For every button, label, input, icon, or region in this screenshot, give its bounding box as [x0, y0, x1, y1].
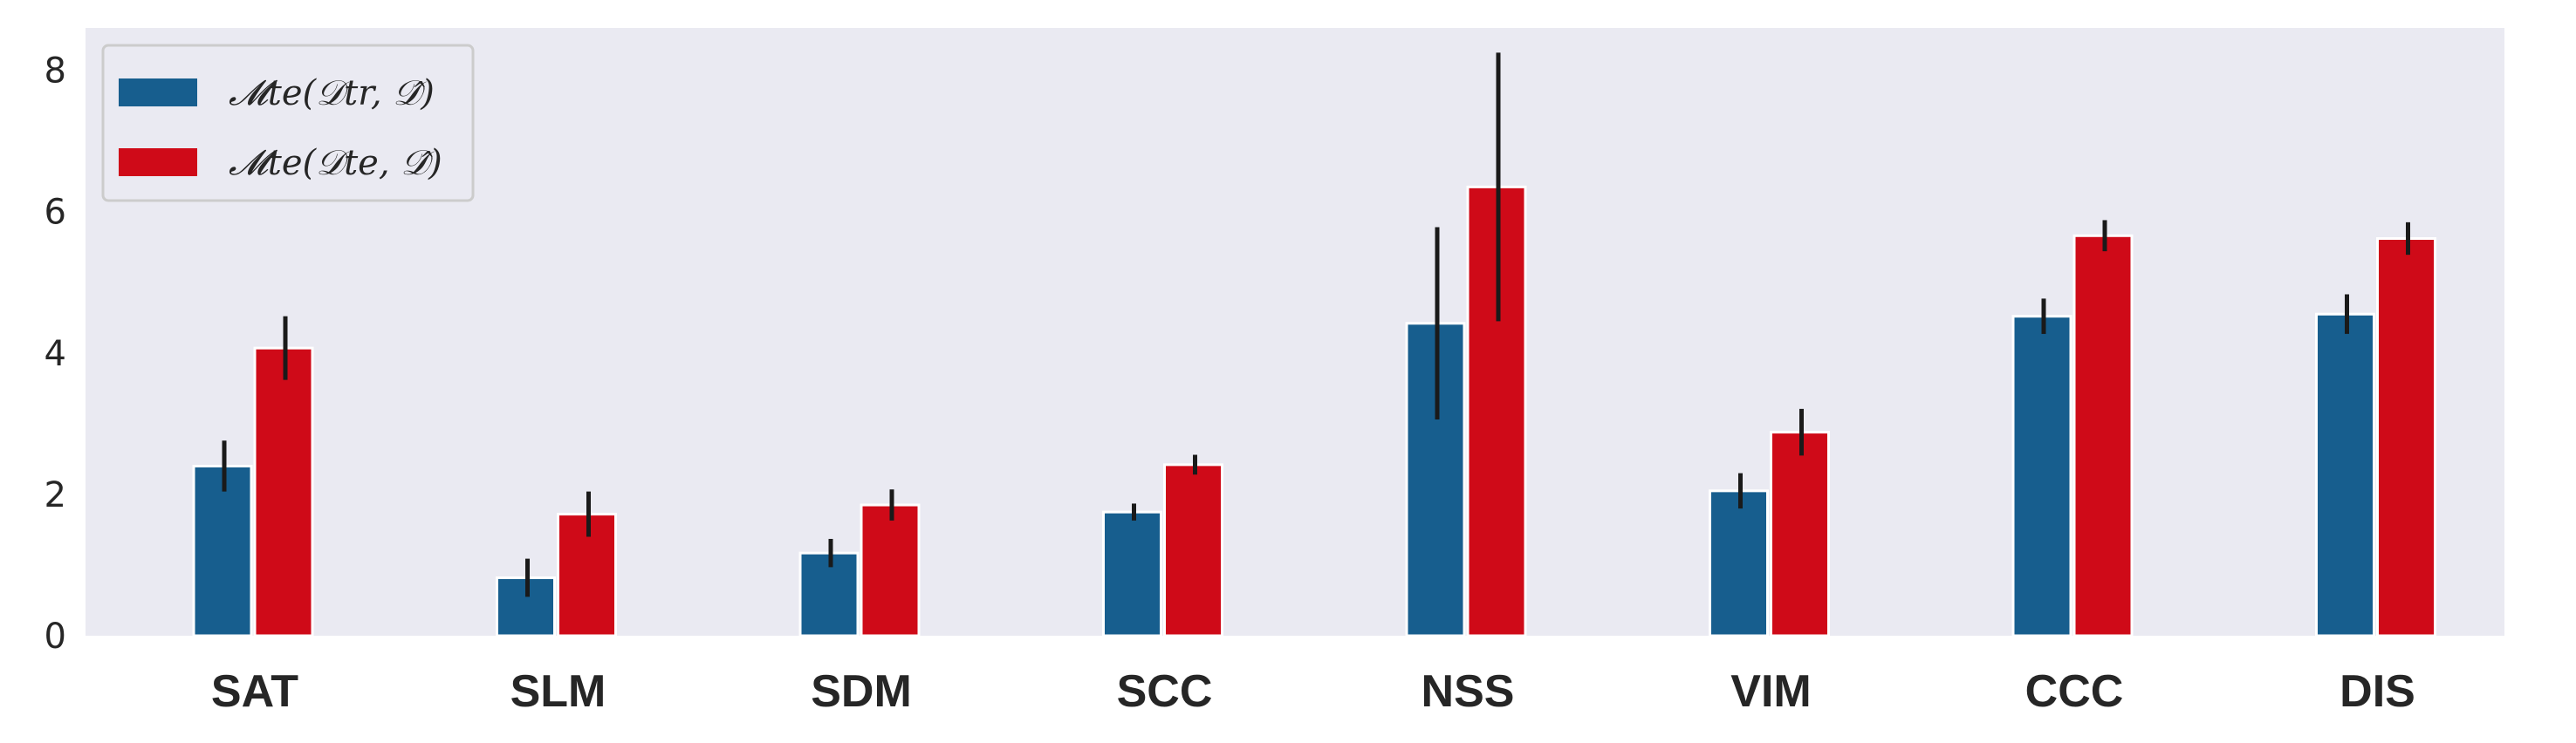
- x-tick-label-scc: SCC: [1117, 666, 1213, 717]
- x-tick-label-ccc: CCC: [2025, 666, 2124, 717]
- bar-sat-series-2: [253, 346, 314, 637]
- error-bars-group: [222, 52, 2410, 597]
- bar-dis-series-2: [2376, 237, 2436, 637]
- bar-sdm-series-2: [860, 503, 921, 637]
- legend-label-series-1: 𝓜te(𝒟tr, 𝒟̂): [229, 73, 435, 113]
- bar-vim-series-2: [1770, 431, 1830, 637]
- bar-slm-series-2: [557, 513, 617, 637]
- x-axis-labels: SAT SLM SDM SCC NSS VIM CCC DIS: [211, 666, 2415, 717]
- bar-ccc-series-1: [2011, 315, 2072, 637]
- x-tick-label-vim: VIM: [1730, 666, 1811, 717]
- y-tick-label: 2: [45, 475, 66, 515]
- x-tick-label-nss: NSS: [1422, 666, 1515, 717]
- legend-swatch-series-2: [119, 148, 197, 176]
- y-tick-label: 0: [45, 617, 66, 657]
- bar-sat-series-1: [192, 464, 253, 637]
- bar-vim-series-1: [1709, 489, 1769, 637]
- x-tick-label-sat: SAT: [211, 666, 298, 717]
- x-tick-label-slm: SLM: [510, 666, 606, 717]
- legend-label-series-2: 𝓜te(𝒟te, 𝒟̂): [229, 143, 442, 183]
- x-tick-label-sdm: SDM: [811, 666, 912, 717]
- y-tick-label: 8: [45, 51, 66, 92]
- legend-swatch-series-1: [119, 78, 197, 106]
- bar-scc-series-1: [1102, 510, 1162, 637]
- legend: 𝓜te(𝒟tr, 𝒟̂) 𝓜te(𝒟te, 𝒟̂): [101, 44, 475, 202]
- y-axis-ticks: 0 2 4 6 8: [45, 51, 66, 657]
- y-tick-label: 6: [45, 193, 66, 233]
- bar-scc-series-2: [1163, 463, 1223, 637]
- x-tick-label-dis: DIS: [2340, 666, 2415, 717]
- bar-ccc-series-2: [2072, 234, 2134, 637]
- bar-dis-series-1: [2315, 312, 2375, 637]
- y-tick-label: 4: [45, 334, 66, 374]
